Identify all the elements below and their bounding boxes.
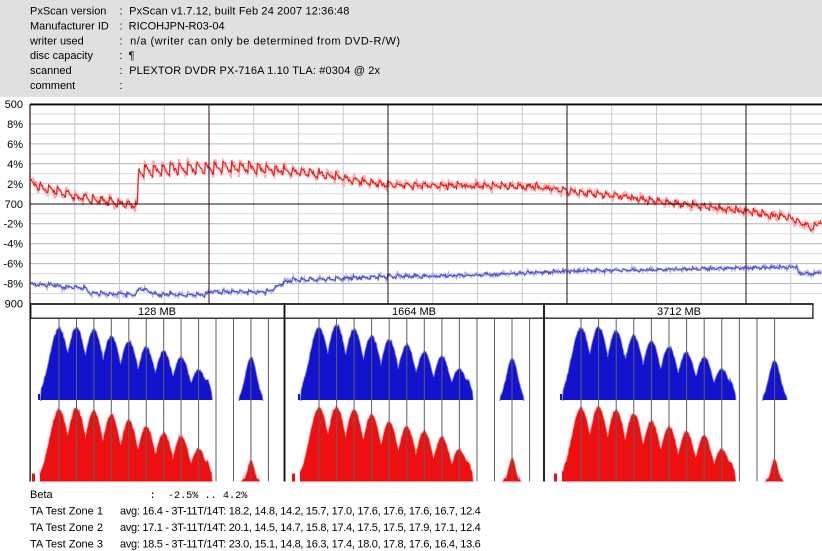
svg-text:: RICOHJPN-R03-04: : RICOHJPN-R03-04 — [120, 20, 225, 32]
svg-text:-6%: -6% — [3, 259, 23, 271]
svg-text::: : — [120, 80, 123, 92]
svg-text:128 MB: 128 MB — [138, 306, 176, 318]
svg-text:disc capacity: disc capacity — [30, 50, 93, 62]
svg-text:-4%: -4% — [3, 239, 23, 251]
svg-text:avg: 17.1 - 3T-11T/14T: 20.1,: avg: 17.1 - 3T-11T/14T: 20.1, 14.5, 14.7… — [120, 522, 481, 534]
svg-text:700: 700 — [5, 199, 23, 211]
svg-text:comment: comment — [30, 80, 75, 92]
svg-text:-2%: -2% — [3, 219, 23, 231]
svg-text:-8%: -8% — [3, 279, 23, 291]
svg-text:avg: 16.4 - 3T-11T/14T: 18.2,: avg: 16.4 - 3T-11T/14T: 18.2, 14.8, 14.2… — [120, 506, 481, 518]
svg-text:4%: 4% — [7, 159, 23, 171]
svg-text:: PLEXTOR DVDR PX-716A 1.10 T: : PLEXTOR DVDR PX-716A 1.10 TLA: #0304 @… — [120, 65, 381, 77]
svg-text:: ¶: : ¶ — [120, 50, 135, 62]
svg-text:: PxScan v1.7.12, built Feb 2: : PxScan v1.7.12, built Feb 24 2007 12:3… — [120, 6, 350, 18]
svg-text:2%: 2% — [7, 179, 23, 191]
svg-text:Beta: Beta — [30, 489, 54, 501]
svg-text:TA Test Zone 1: TA Test Zone 1 — [30, 506, 103, 518]
svg-text:8%: 8% — [7, 119, 23, 131]
svg-text:avg: 18.5 - 3T-11T/14T: 23.0,: avg: 18.5 - 3T-11T/14T: 23.0, 15.1, 14.8… — [120, 538, 481, 550]
svg-text:: n/a (writer can only be det: : n/a (writer can only be determined fro… — [120, 35, 401, 47]
svg-text:writer used: writer used — [29, 35, 84, 47]
svg-text:1664 MB: 1664 MB — [392, 306, 436, 318]
svg-text:900: 900 — [5, 299, 23, 311]
svg-text:Manufacturer ID: Manufacturer ID — [30, 20, 109, 32]
svg-text:scanned: scanned — [30, 65, 72, 77]
svg-text:TA Test Zone 3: TA Test Zone 3 — [30, 538, 103, 550]
svg-text:: -2.5% .. 4.2%: : -2.5% .. 4.2% — [150, 491, 249, 502]
svg-text:500: 500 — [5, 99, 23, 111]
svg-text:3712 MB: 3712 MB — [657, 306, 701, 318]
svg-text:PxScan version: PxScan version — [30, 6, 106, 18]
svg-text:6%: 6% — [7, 139, 23, 151]
svg-text:TA Test Zone 2: TA Test Zone 2 — [30, 522, 103, 534]
